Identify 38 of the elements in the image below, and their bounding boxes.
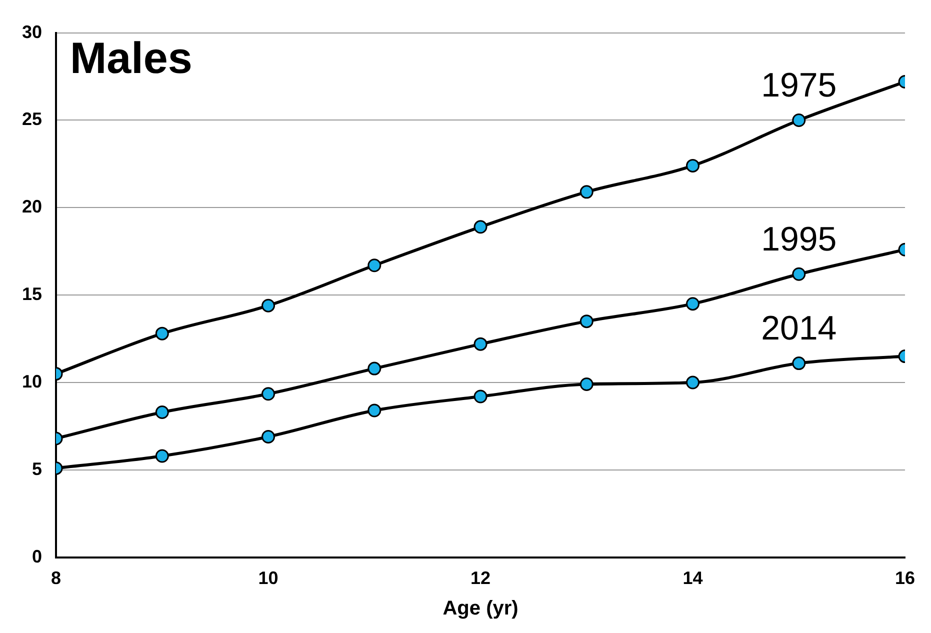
y-tick-label: 20 [22,196,42,217]
y-tick-label: 30 [22,22,42,42]
y-tick-label: 15 [22,284,42,304]
point [686,376,700,390]
point [262,387,276,401]
series-label: 2014 [761,310,837,348]
point [262,298,276,312]
point [262,430,276,444]
point [368,362,382,376]
y-tick-label: 0 [32,546,42,566]
point [155,406,169,420]
y-tick-label: 25 [22,109,42,130]
point [155,449,169,463]
point [155,326,169,340]
point [792,113,806,127]
point [686,158,700,172]
x-tick-label: 10 [258,568,278,588]
chart-title: Males [70,34,192,83]
point [368,404,382,418]
y-tick-label: 10 [22,372,42,392]
point [474,390,488,404]
point [580,378,594,392]
point [580,185,594,199]
x-tick-label: 8 [51,568,62,588]
series-label: 1975 [761,66,837,105]
x-axis-title: Age (yr) [442,598,518,620]
point [474,220,488,234]
point [580,314,594,328]
point [474,337,488,351]
point [686,297,700,311]
x-tick-label: 12 [470,568,491,588]
x-tick-label: 16 [894,568,916,588]
point [792,356,806,370]
point [792,267,806,281]
series-label: 1995 [761,220,837,258]
x-tick-label: 14 [682,568,703,588]
point [368,258,382,272]
y-tick-label: 5 [32,458,42,479]
